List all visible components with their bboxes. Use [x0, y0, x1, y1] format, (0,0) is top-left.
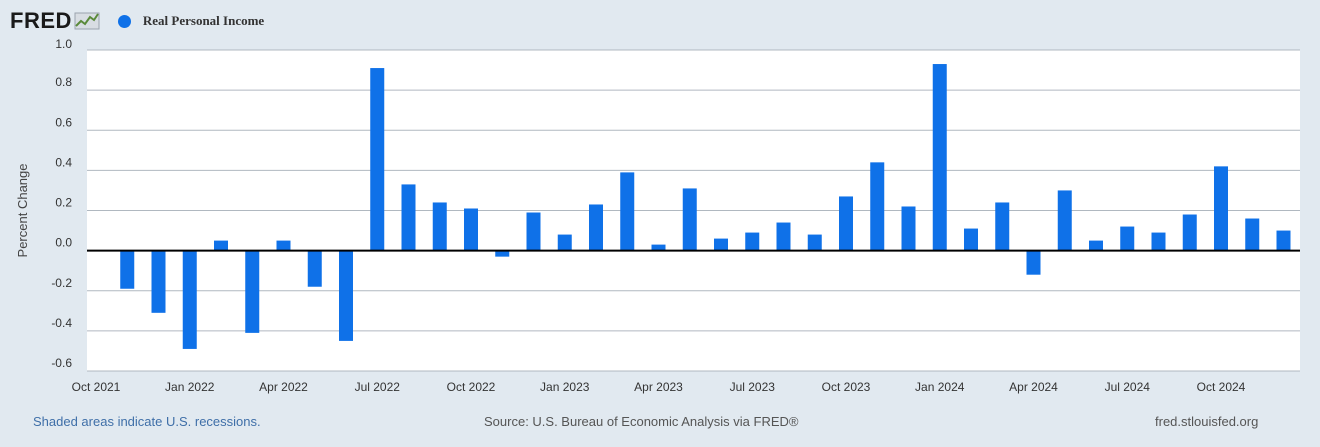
bar[interactable] [714, 238, 728, 251]
x-tick-label: Oct 2022 [447, 380, 496, 394]
x-tick-label: Apr 2023 [634, 380, 683, 394]
bar[interactable] [401, 184, 416, 251]
bar[interactable] [557, 234, 572, 251]
x-tick-label: Jul 2024 [1105, 380, 1151, 394]
y-tick-label: 1.0 [55, 37, 72, 51]
bar[interactable] [807, 234, 822, 251]
bar[interactable] [245, 250, 260, 333]
y-tick-label: 0.2 [55, 196, 72, 210]
x-tick-label: Jul 2023 [730, 380, 776, 394]
bar[interactable] [182, 250, 197, 349]
bar[interactable] [339, 250, 353, 341]
bar[interactable] [1276, 230, 1291, 251]
bar[interactable] [1151, 232, 1166, 251]
bar[interactable] [151, 250, 166, 313]
bar[interactable] [776, 222, 791, 251]
legend: Real Personal Income [117, 13, 265, 29]
x-tick-label: Jan 2023 [540, 380, 590, 394]
fred-logo[interactable]: FRED [10, 8, 72, 33]
bar[interactable] [370, 68, 385, 251]
bar[interactable] [495, 250, 510, 257]
x-tick-label: Jan 2022 [165, 380, 215, 394]
y-tick-label: 0.6 [55, 115, 72, 129]
bar[interactable] [901, 206, 916, 251]
y-axis-title: Percent Change [15, 164, 30, 258]
chart-header: FRED Real Personal Income [10, 6, 264, 36]
bar[interactable] [1026, 250, 1041, 275]
bar[interactable] [964, 228, 978, 251]
recession-note[interactable]: Shaded areas indicate U.S. recessions. [33, 414, 261, 429]
legend-dot-icon [117, 14, 131, 28]
bar[interactable] [276, 240, 291, 251]
bar[interactable] [307, 250, 322, 287]
bar[interactable] [1057, 190, 1072, 251]
bar[interactable] [745, 232, 760, 251]
bar[interactable] [120, 250, 135, 289]
site-url[interactable]: fred.stlouisfed.org [1155, 414, 1259, 429]
x-tick-label: Oct 2021 [72, 380, 121, 394]
bar[interactable] [682, 188, 697, 251]
y-tick-label: -0.6 [51, 356, 72, 370]
bar[interactable] [620, 172, 635, 251]
y-tick-label: -0.4 [51, 316, 72, 330]
bar[interactable] [651, 244, 666, 251]
bar[interactable] [1245, 218, 1260, 251]
y-tick-label: 0.0 [55, 236, 72, 250]
bar[interactable] [839, 196, 853, 251]
legend-label: Real Personal Income [142, 13, 265, 28]
bar[interactable] [1214, 166, 1228, 251]
bar[interactable] [432, 202, 447, 251]
bar[interactable] [526, 212, 541, 251]
bar[interactable] [464, 208, 478, 251]
bar[interactable] [1182, 214, 1197, 251]
y-tick-label: 0.4 [55, 155, 72, 169]
source-note: Source: U.S. Bureau of Economic Analysis… [484, 414, 799, 429]
y-tick-label: -0.2 [51, 276, 72, 290]
x-tick-label: Jan 2024 [915, 380, 965, 394]
bar[interactable] [932, 64, 947, 251]
bar[interactable] [995, 202, 1010, 251]
bar[interactable] [870, 162, 885, 251]
bar[interactable] [589, 204, 603, 251]
fred-logo-chart-icon [74, 12, 100, 30]
bar[interactable] [214, 240, 228, 251]
y-tick-label: 0.8 [55, 75, 72, 89]
bar[interactable] [1120, 226, 1135, 251]
x-tick-label: Jul 2022 [355, 380, 401, 394]
x-tick-label: Apr 2022 [259, 380, 308, 394]
x-tick-label: Apr 2024 [1009, 380, 1058, 394]
x-tick-label: Oct 2023 [822, 380, 871, 394]
bar[interactable] [1089, 240, 1103, 251]
x-tick-label: Oct 2024 [1197, 380, 1246, 394]
